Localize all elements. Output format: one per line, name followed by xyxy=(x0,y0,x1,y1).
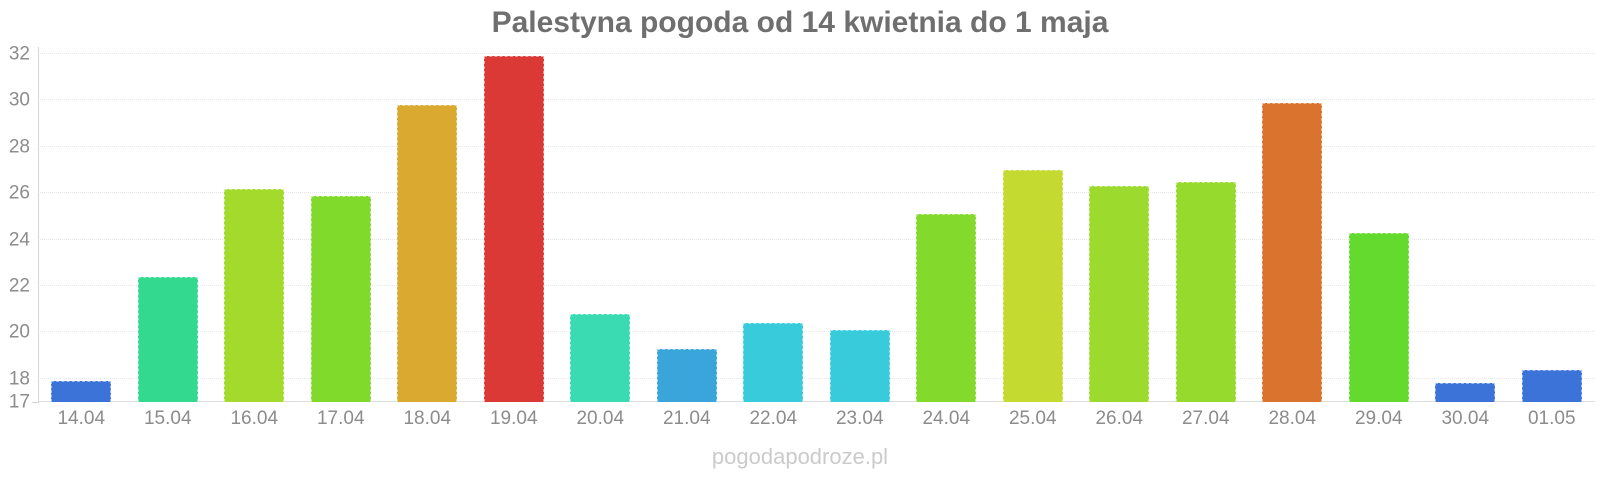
bar-18.04 xyxy=(397,105,458,402)
y-axis-baseline-tick xyxy=(32,402,38,403)
bar-16.04 xyxy=(224,188,285,402)
bar-slot-17.04 xyxy=(298,54,385,402)
bar-28.04 xyxy=(1262,102,1323,402)
gridline-20 xyxy=(38,331,1595,333)
x-tick-label-15.04: 15.04 xyxy=(143,408,192,429)
y-tick-label-24: 24 xyxy=(8,229,30,251)
y-tick-label-17: 17 xyxy=(8,391,30,413)
gridline-30 xyxy=(38,99,1595,101)
x-tick-label-23.04: 23.04 xyxy=(835,408,884,429)
bar-slot-15.04 xyxy=(125,54,212,402)
x-tick-label-29.04: 29.04 xyxy=(1354,408,1403,429)
bar-22.04 xyxy=(743,323,804,402)
bar-slot-23.04 xyxy=(817,54,904,402)
bar-slot-18.04 xyxy=(384,54,471,402)
gridline-24 xyxy=(38,238,1595,240)
bar-slot-30.04 xyxy=(1422,54,1509,402)
bar-29.04 xyxy=(1348,232,1409,402)
bar-27.04 xyxy=(1175,181,1236,402)
bar-slot-27.04 xyxy=(1163,54,1250,402)
gridline-28 xyxy=(38,145,1595,147)
y-axis-labels: 17 18 20 22 24 26 28 30 32 xyxy=(0,45,30,412)
x-tick-label-26.04: 26.04 xyxy=(1095,408,1144,429)
bar-slot-21.04 xyxy=(644,54,731,402)
bar-21.04 xyxy=(656,348,717,402)
bar-20.04 xyxy=(570,313,631,402)
x-tick-label-20.04: 20.04 xyxy=(576,408,625,429)
x-tick-label-19.04: 19.04 xyxy=(489,408,538,429)
x-tick-label-30.04: 30.04 xyxy=(1441,408,1490,429)
bar-slot-20.04 xyxy=(557,54,644,402)
x-tick-label-27.04: 27.04 xyxy=(1181,408,1230,429)
x-tick-label-17.04: 17.04 xyxy=(316,408,365,429)
bar-30.04 xyxy=(1435,383,1496,402)
bar-slot-19.04 xyxy=(471,54,558,402)
gridline-32 xyxy=(38,53,1595,54)
chart-title: Palestyna pogoda od 14 kwietnia do 1 maj… xyxy=(491,6,1109,39)
x-tick-label-25.04: 25.04 xyxy=(1008,408,1057,429)
bar-19.04 xyxy=(483,56,544,402)
y-tick-label-22: 22 xyxy=(8,275,30,297)
x-tick-label-22.04: 22.04 xyxy=(749,408,798,429)
y-axis-line xyxy=(38,47,39,403)
bar-23.04 xyxy=(829,330,890,402)
gridline-18 xyxy=(38,377,1595,379)
y-tick-label-32: 32 xyxy=(8,43,30,65)
bar-slot-01.05 xyxy=(1509,54,1596,402)
y-tick-label-20: 20 xyxy=(8,321,30,343)
bar-15.04 xyxy=(137,276,198,402)
y-tick-label-30: 30 xyxy=(8,89,30,111)
bar-14.04 xyxy=(51,381,112,402)
watermark: pogodapodroze.pl xyxy=(711,444,889,469)
bar-slot-29.04 xyxy=(1336,54,1423,402)
plot-area xyxy=(38,53,1595,402)
bar-01.05 xyxy=(1521,369,1582,402)
bar-26.04 xyxy=(1089,186,1150,402)
gridline-17 xyxy=(38,401,1595,402)
bar-slot-22.04 xyxy=(730,54,817,402)
y-tick-label-28: 28 xyxy=(8,136,30,158)
bar-25.04 xyxy=(1002,170,1063,402)
gridline-26 xyxy=(38,192,1595,194)
bar-slot-14.04 xyxy=(38,54,125,402)
x-tick-label-24.04: 24.04 xyxy=(922,408,971,429)
x-tick-label-18.04: 18.04 xyxy=(403,408,452,429)
x-tick-label-28.04: 28.04 xyxy=(1268,408,1317,429)
gridline-22 xyxy=(38,285,1595,286)
x-tick-label-16.04: 16.04 xyxy=(230,408,279,429)
x-tick-label-01.05: 01.05 xyxy=(1527,408,1576,429)
y-tick-label-26: 26 xyxy=(8,182,30,204)
bar-slot-25.04 xyxy=(990,54,1077,402)
bar-slot-26.04 xyxy=(1076,54,1163,402)
bar-17.04 xyxy=(310,195,371,402)
bar-slot-24.04 xyxy=(903,54,990,402)
x-tick-label-21.04: 21.04 xyxy=(662,408,711,429)
bar-24.04 xyxy=(916,214,977,402)
y-tick-label-18: 18 xyxy=(8,368,30,390)
x-tick-label-14.04: 14.04 xyxy=(57,408,106,429)
bar-slot-16.04 xyxy=(211,54,298,402)
x-axis-labels: 14.04 15.04 16.04 17.04 18.04 19.04 20.04 21.04… xyxy=(38,408,1595,430)
bars-container xyxy=(38,54,1595,402)
bar-slot-28.04 xyxy=(1249,54,1336,402)
